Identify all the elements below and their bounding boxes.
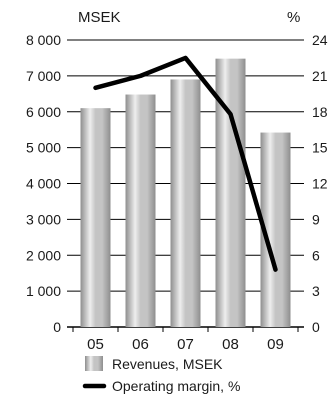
x-tick-label: 05 bbox=[87, 336, 104, 353]
left-tick-label: 4 000 bbox=[26, 176, 61, 192]
right-tick-label: 3 bbox=[312, 283, 320, 299]
bar bbox=[81, 108, 111, 327]
right-tick-label: 0 bbox=[312, 319, 320, 335]
legend-item-revenues: Revenues, MSEK bbox=[85, 356, 223, 372]
x-tick-label: 07 bbox=[177, 336, 194, 353]
right-axis-ticks: 0 3 6 9 12 15 18 21 24 bbox=[312, 32, 328, 335]
x-axis-ticks: 05 06 07 08 09 bbox=[87, 336, 284, 353]
right-tick-label: 12 bbox=[312, 176, 328, 192]
bar bbox=[171, 79, 201, 327]
right-tick-label: 21 bbox=[312, 68, 328, 84]
x-tick-label: 09 bbox=[267, 336, 284, 353]
left-axis-ticks: 0 1 000 2 000 3 000 4 000 5 000 6 000 7 000 8 00… bbox=[26, 32, 61, 335]
left-tick-label: 3 000 bbox=[26, 211, 61, 227]
right-axis-unit-label: % bbox=[287, 9, 300, 26]
x-tick-label: 08 bbox=[222, 336, 239, 353]
right-tick-label: 18 bbox=[312, 104, 328, 120]
right-tick-label: 24 bbox=[312, 32, 328, 48]
x-tick-label: 06 bbox=[132, 336, 149, 353]
legend-bar-swatch bbox=[85, 356, 103, 371]
left-tick-label: 1 000 bbox=[26, 283, 61, 299]
left-tick-label: 8 000 bbox=[26, 32, 61, 48]
legend-item-operating-margin: Operating margin, % bbox=[85, 378, 240, 394]
left-tick-label: 5 000 bbox=[26, 140, 61, 156]
left-axis-unit-label: MSEK bbox=[78, 9, 121, 26]
legend-revenues-label: Revenues, MSEK bbox=[112, 356, 223, 372]
legend-margin-label: Operating margin, % bbox=[112, 378, 240, 394]
left-tick-label: 2 000 bbox=[26, 247, 61, 263]
left-tick-label: 0 bbox=[53, 319, 61, 335]
right-tick-label: 6 bbox=[312, 247, 320, 263]
right-tick-label: 15 bbox=[312, 140, 328, 156]
left-tick-label: 7 000 bbox=[26, 68, 61, 84]
right-tick-label: 9 bbox=[312, 211, 320, 227]
legend: Revenues, MSEK Operating margin, % bbox=[85, 356, 240, 394]
bar-series bbox=[73, 59, 298, 332]
bar bbox=[126, 95, 156, 327]
left-tick-label: 6 000 bbox=[26, 104, 61, 120]
